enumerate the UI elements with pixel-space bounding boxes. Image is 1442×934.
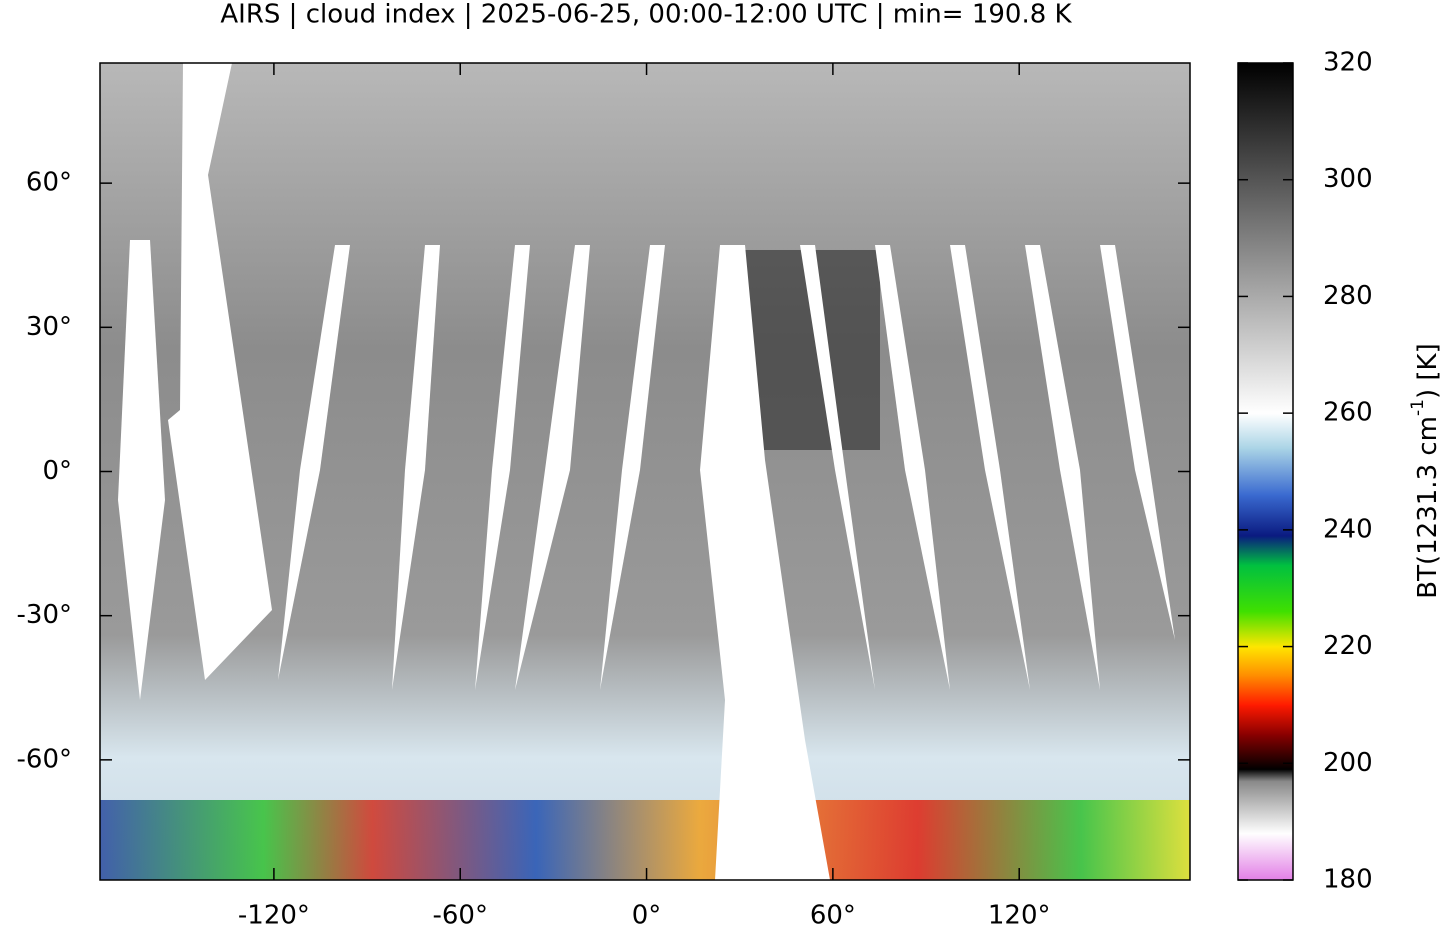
- colorbar-segment: [1238, 536, 1293, 566]
- label-part: ) [K]: [1413, 343, 1442, 399]
- y-tick-label: 30°: [26, 312, 72, 342]
- antarctic-band: [100, 800, 1190, 880]
- label-superscript: -1: [1408, 399, 1428, 416]
- x-tick-label: 60°: [810, 901, 856, 931]
- colorbar-segment: [1238, 647, 1293, 677]
- x-tick-label: 120°: [988, 901, 1051, 931]
- colorbar-tick-label: 240: [1323, 514, 1373, 544]
- colorbar-segment: [1238, 676, 1293, 706]
- colorbar-tick-label: 180: [1323, 865, 1373, 895]
- colorbar-label: BT(1231.3 cm-1) [K]: [1408, 343, 1442, 598]
- colorbar-tick-label: 300: [1323, 164, 1373, 194]
- y-tick-label: 60°: [26, 168, 72, 198]
- colorbar-tick-label: 260: [1323, 398, 1373, 428]
- colorbar-tick-label: 280: [1323, 281, 1373, 311]
- colorbar-segment: [1238, 565, 1293, 612]
- y-tick-label: -30°: [17, 600, 72, 630]
- x-tick-label: 0°: [632, 901, 662, 931]
- colorbar-tick-label: 320: [1323, 48, 1373, 78]
- colorbar-segment: [1238, 413, 1293, 449]
- x-tick-label: -60°: [432, 901, 487, 931]
- colorbar-segment: [1238, 781, 1293, 834]
- x-tick-label: -120°: [238, 901, 310, 931]
- colorbar-tick-label: 200: [1323, 748, 1373, 778]
- colorbar-tick-label: 220: [1323, 631, 1373, 661]
- colorbar-segment: [1238, 448, 1293, 495]
- y-tick-label: 0°: [42, 456, 72, 486]
- brightness-field: [100, 63, 1190, 880]
- label-part: BT(1231.3 cm: [1413, 416, 1442, 599]
- colorbar-segment: [1238, 769, 1293, 781]
- colorbar-segment: [1238, 612, 1293, 648]
- colorbar-segment: [1238, 705, 1293, 735]
- colorbar-segment: [1238, 63, 1293, 414]
- title: AIRS | cloud index | 2025-06-25, 00:00-1…: [220, 0, 1072, 30]
- colorbar-segment: [1238, 833, 1293, 880]
- colorbar-segment: [1238, 734, 1293, 770]
- y-tick-label: -60°: [17, 744, 72, 774]
- imagery: [100, 63, 1190, 880]
- colorbar: 180 200 220 240 260 280 300 320: [1238, 48, 1373, 895]
